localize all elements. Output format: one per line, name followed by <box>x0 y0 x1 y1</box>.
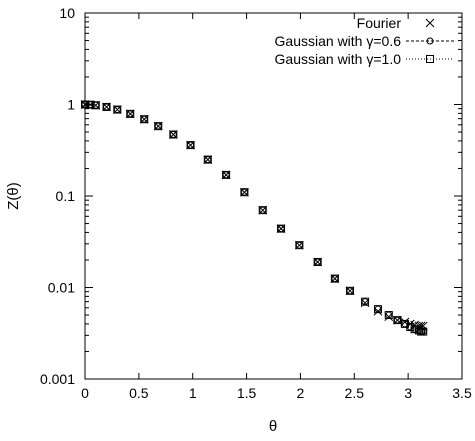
square-data-point <box>258 206 267 215</box>
square-data-point <box>126 109 135 118</box>
square-data-point <box>384 311 393 320</box>
cross-stroke <box>153 121 163 131</box>
y-axis-label: Z(θ) <box>5 182 22 210</box>
legend-marker-3 <box>426 55 434 63</box>
cross-data-point <box>240 187 249 197</box>
series-1 <box>80 100 428 331</box>
square-data-point <box>410 325 419 334</box>
square-data-point <box>81 100 89 109</box>
y-tick-label: 0.01 <box>48 280 75 296</box>
cross-data-point <box>139 114 149 124</box>
cross-stroke <box>258 205 268 215</box>
cross-stroke <box>294 240 304 250</box>
square-data-point <box>169 130 178 139</box>
square-data-point <box>345 286 354 295</box>
legend-label-2: Gaussian with γ=0.6 <box>275 33 402 49</box>
cross-stroke <box>186 140 195 150</box>
x-tick-label: 1.5 <box>237 385 257 401</box>
legend-marker-2 <box>426 37 434 45</box>
axis-tick-labels: 0 0.5 1 1.5 2 2.5 3 3.5 0.001 0.01 0.1 1 10 <box>40 5 472 401</box>
x-axis-label: θ <box>269 418 277 435</box>
cross-data-point <box>393 315 402 325</box>
legend: Fourier Gaussian with γ=0.6 Gaussian with … <box>275 15 454 67</box>
square-data-point <box>406 323 415 332</box>
cross-data-point <box>112 105 122 114</box>
square-data-point <box>240 188 249 197</box>
square-data-point <box>140 115 149 124</box>
y-tick-label: 0.1 <box>56 188 76 204</box>
cross-data-point <box>276 224 286 233</box>
x-tick-label: 3 <box>404 385 412 401</box>
square-data-point <box>102 102 111 111</box>
x-tick-label: 2 <box>297 385 305 401</box>
cross-data-point <box>330 274 340 283</box>
y-tick-label: 10 <box>59 5 75 21</box>
cross-data-point <box>345 286 355 296</box>
cross-stroke <box>313 257 323 267</box>
square-data-point <box>419 327 428 336</box>
cross-stroke <box>330 274 340 283</box>
cross-stroke <box>425 18 435 28</box>
cross-stroke <box>393 315 402 325</box>
x-tick-label: 0.5 <box>129 385 149 401</box>
cross-data-point <box>313 257 323 267</box>
legend-label-3: Gaussian with γ=1.0 <box>275 51 402 67</box>
x-tick-label: 2.5 <box>345 385 365 401</box>
cross-stroke <box>203 155 213 164</box>
square-data-point <box>330 274 339 283</box>
legend-marker-1 <box>425 18 435 28</box>
cross-stroke <box>112 105 122 114</box>
square-data-point <box>414 326 423 335</box>
cross-stroke <box>125 109 135 119</box>
square-data-point <box>313 257 322 266</box>
cross-data-point <box>125 109 135 119</box>
square-data-point <box>86 100 95 109</box>
data-markers <box>80 100 428 336</box>
axis-ticks <box>84 12 463 380</box>
cross-data-point <box>203 155 213 164</box>
square-data-point <box>91 101 100 110</box>
square-data-point <box>186 141 195 150</box>
plot-area <box>84 12 463 380</box>
square-data-point <box>393 316 402 325</box>
cross-stroke <box>139 114 149 124</box>
x-tick-label: 1 <box>189 385 197 401</box>
cross-data-point <box>258 205 268 215</box>
y-tick-label: 0.001 <box>40 371 75 387</box>
legend-label-1: Fourier <box>357 15 402 31</box>
cross-stroke <box>221 170 231 180</box>
square-data-point <box>373 305 382 314</box>
cross-stroke <box>102 102 111 112</box>
cross-data-point <box>168 130 178 139</box>
cross-data-point <box>102 102 111 112</box>
x-tick-label: 0 <box>81 385 89 401</box>
cross-data-point <box>294 240 304 250</box>
y-tick-label: 1 <box>67 97 75 113</box>
cross-stroke <box>240 187 249 197</box>
square-data-point <box>154 122 163 131</box>
cross-data-point <box>221 170 231 180</box>
square-data-point <box>203 155 212 164</box>
square-data-point <box>222 170 231 179</box>
cross-stroke <box>345 286 355 296</box>
cross-data-point <box>153 121 163 131</box>
circle-data-point <box>361 298 369 306</box>
cross-stroke <box>168 130 178 139</box>
square-data-point <box>277 224 286 233</box>
square-data-point <box>361 297 370 306</box>
series-3 <box>81 100 428 336</box>
x-tick-label: 3.5 <box>452 385 472 401</box>
cross-data-point <box>186 140 195 150</box>
cross-stroke <box>276 224 286 233</box>
square-data-point <box>295 241 304 250</box>
series-2 <box>81 101 427 336</box>
square-data-point <box>113 105 122 114</box>
